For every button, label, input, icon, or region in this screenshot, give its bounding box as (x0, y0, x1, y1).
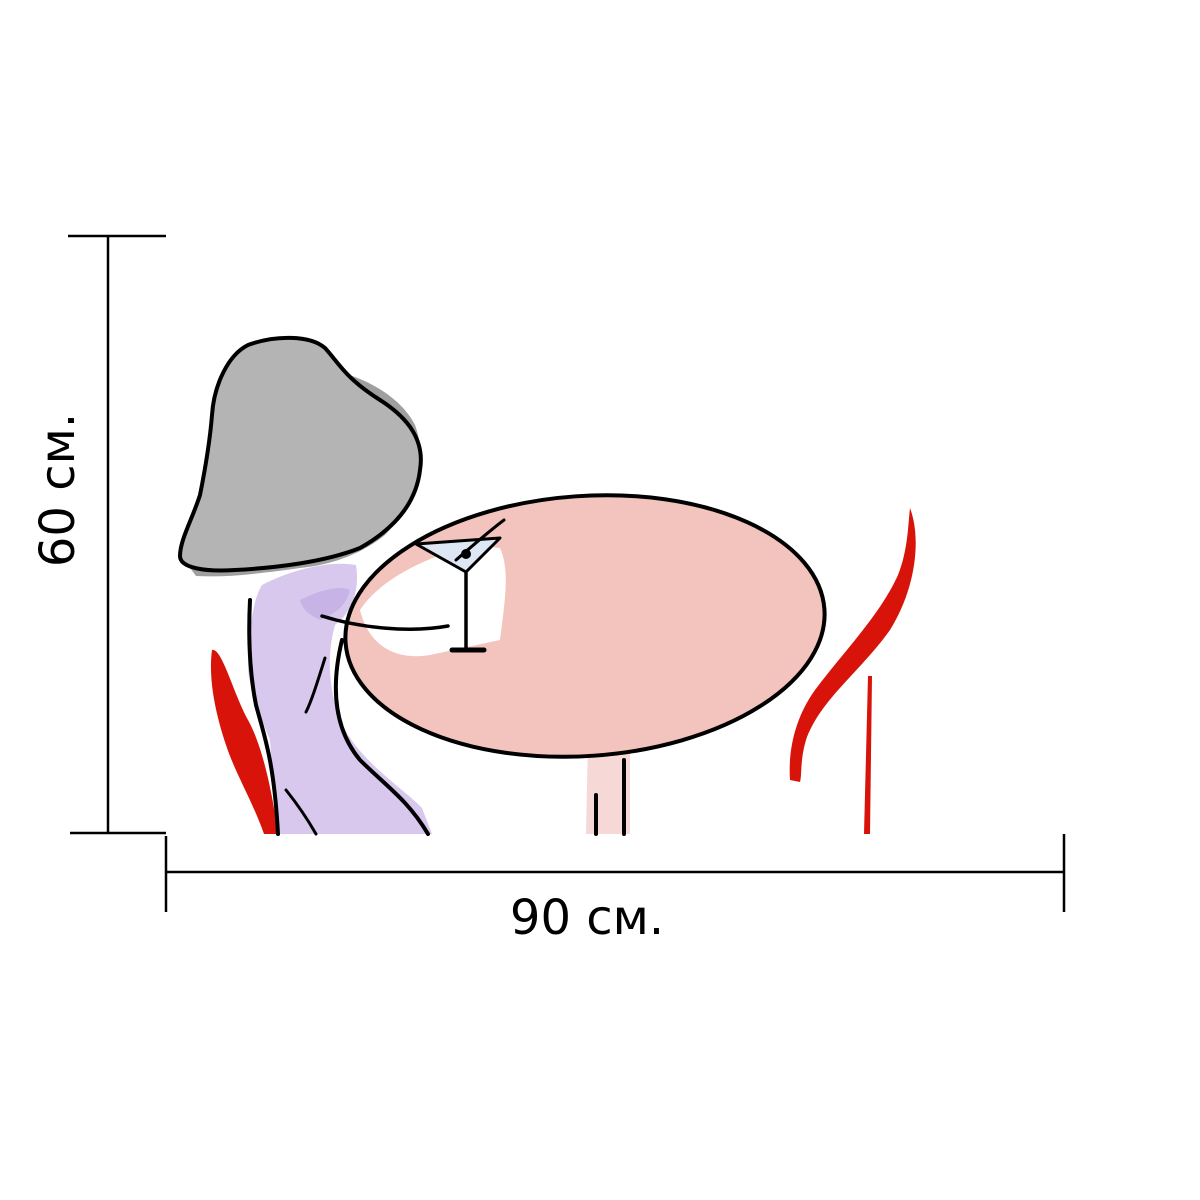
height-dimension (68, 234, 166, 835)
martini-glass-icon (414, 518, 506, 653)
width-dimension (164, 834, 1066, 912)
height-dimension-label: 60 см. (30, 412, 86, 568)
tabletop-outline (343, 493, 827, 759)
glass-olive (461, 549, 471, 559)
right-chair-leg (864, 676, 872, 834)
woman-back-outline (247, 598, 280, 836)
woman-front-outline (333, 638, 430, 836)
woman-dress-shadow (300, 588, 350, 620)
woman-at-cafe-table-illustration (178, 335, 916, 836)
left-chair-back (210, 649, 278, 834)
woman-leg-outline (284, 788, 318, 836)
right-chair-back (789, 508, 916, 782)
tabletop-highlight (360, 545, 506, 657)
woman-arm (320, 614, 450, 631)
woman-arm-outline (304, 656, 327, 714)
woman-dress (248, 563, 432, 834)
glass-bowl (414, 536, 502, 574)
width-dimension-label: 90 см. (509, 890, 665, 946)
glass-straw (454, 518, 506, 562)
woman-hair (178, 335, 423, 573)
